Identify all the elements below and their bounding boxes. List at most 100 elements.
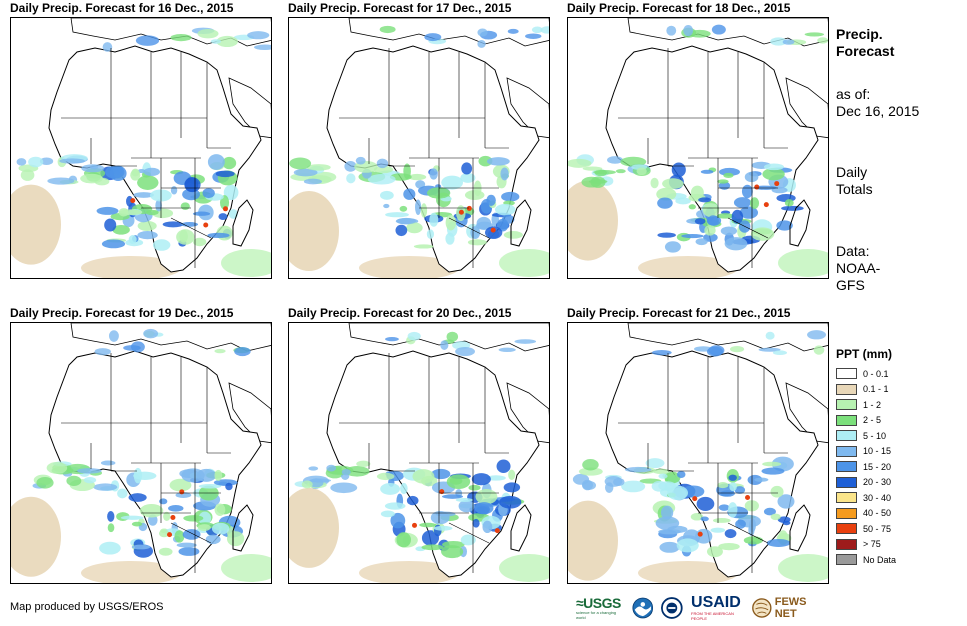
precip-cell [525,33,542,39]
panel-title: Daily Precip. Forecast for 20 Dec., 2015 [288,306,512,320]
precip-cell [712,518,731,523]
precip-cell [128,493,147,502]
precip-cell [426,229,435,239]
ppt-legend: PPT (mm) 0 - 0.1 0.1 - 1 1 - 2 2 - 5 5 - 10 1… [836,347,956,568]
precip-cell [624,466,652,473]
precip-cell [728,474,737,481]
legend-label: 20 - 30 [863,477,892,488]
precip-cell [707,215,719,226]
country-borders [339,48,509,268]
precip-cell [477,28,488,37]
precip-cell [330,482,358,494]
precip-cell [367,174,396,185]
country-borders [618,48,788,268]
precip-cell [143,167,160,177]
precip-cell [486,157,510,166]
precip-cell [657,232,676,238]
map-svg [568,323,828,583]
precip-cell [772,350,788,355]
africa-precip-map [10,322,272,584]
precip-cell [499,495,522,509]
precip-cell [403,188,416,200]
precip-cell [385,337,399,342]
precip-cell [503,482,521,493]
legend-item: 0 - 0.1 [836,366,956,382]
legend-item: 10 - 15 [836,444,956,460]
precip-cell [695,238,708,246]
panel-title: Daily Precip. Forecast for 19 Dec., 2015 [10,306,234,320]
precip-cell [346,173,356,184]
precip-cell [770,513,781,521]
ocean-drizzle-area [359,256,459,278]
legend-swatch [836,368,857,380]
precip-cell [720,226,738,236]
precip-cell [645,458,665,469]
precip-cell [472,518,480,528]
precip-cell [183,515,204,522]
precip-cell [222,156,237,170]
precip-cell [441,175,464,190]
precip-cell [817,37,828,44]
precip-cell [139,504,164,518]
precip-cell [158,529,170,538]
legend-item: 50 - 75 [836,521,956,537]
precip-cell [406,222,423,234]
precip-cell [613,477,625,487]
precip-cell [582,480,597,490]
usgs-logo: ≈USGS science for a changing world [576,596,622,620]
data-source-block: Data: NOAA- GFS [836,243,880,294]
precip-cell [145,209,159,216]
precip-cell [301,480,313,489]
precip-cell [137,220,157,231]
precip-cell [175,492,192,499]
precip-cell [413,244,434,249]
precip-cell [174,530,185,543]
legend-item: 0.1 - 1 [836,382,956,398]
sidebar-title-line1: Precip. [836,26,883,42]
ocean-drizzle-area [778,554,828,582]
precip-cell [390,512,406,529]
precip-cell [96,206,119,215]
precip-cell [676,538,699,553]
precip-cell [727,502,738,518]
precip-cell [621,480,646,493]
precip-cell [494,203,516,216]
precip-cell [202,188,215,199]
usaid-logo-tagline: FROM THE AMERICAN PEOPLE [691,611,734,621]
precip-cell [486,475,506,481]
precip-cell [355,156,366,165]
heavy-precip-cell [754,184,760,190]
precip-cell [531,26,543,34]
totals-line2: Totals [836,181,873,197]
precip-cell [761,467,785,475]
precip-cell [478,155,493,167]
precip-cell [706,346,723,357]
precip-cell [458,499,475,513]
legend-swatch [836,554,857,566]
precip-cell [460,534,476,546]
precip-cell [717,179,729,184]
legend-label: 5 - 10 [863,430,887,441]
africa-precip-map [288,322,550,584]
precip-cell [20,169,35,181]
precip-cell [702,203,720,218]
precip-cell [658,473,668,479]
ocean-drizzle-area [11,184,61,265]
precip-cell [419,522,437,528]
heavy-precip-cell [458,209,464,215]
fews-net-logo-text: FEWS NET [774,596,807,620]
precip-cell [460,172,476,183]
precip-cell [207,154,225,171]
arabia-outline [785,382,828,444]
precip-cell [498,347,516,352]
precip-cell [152,239,171,251]
map-svg [11,323,271,583]
precip-cell [763,507,776,516]
precip-cell [711,24,726,35]
precip-cell [198,511,212,525]
precip-cell [16,158,27,166]
precip-cell [658,528,681,535]
precip-cell [180,202,190,210]
precip-cell [762,461,782,467]
precip-cell [758,347,781,352]
